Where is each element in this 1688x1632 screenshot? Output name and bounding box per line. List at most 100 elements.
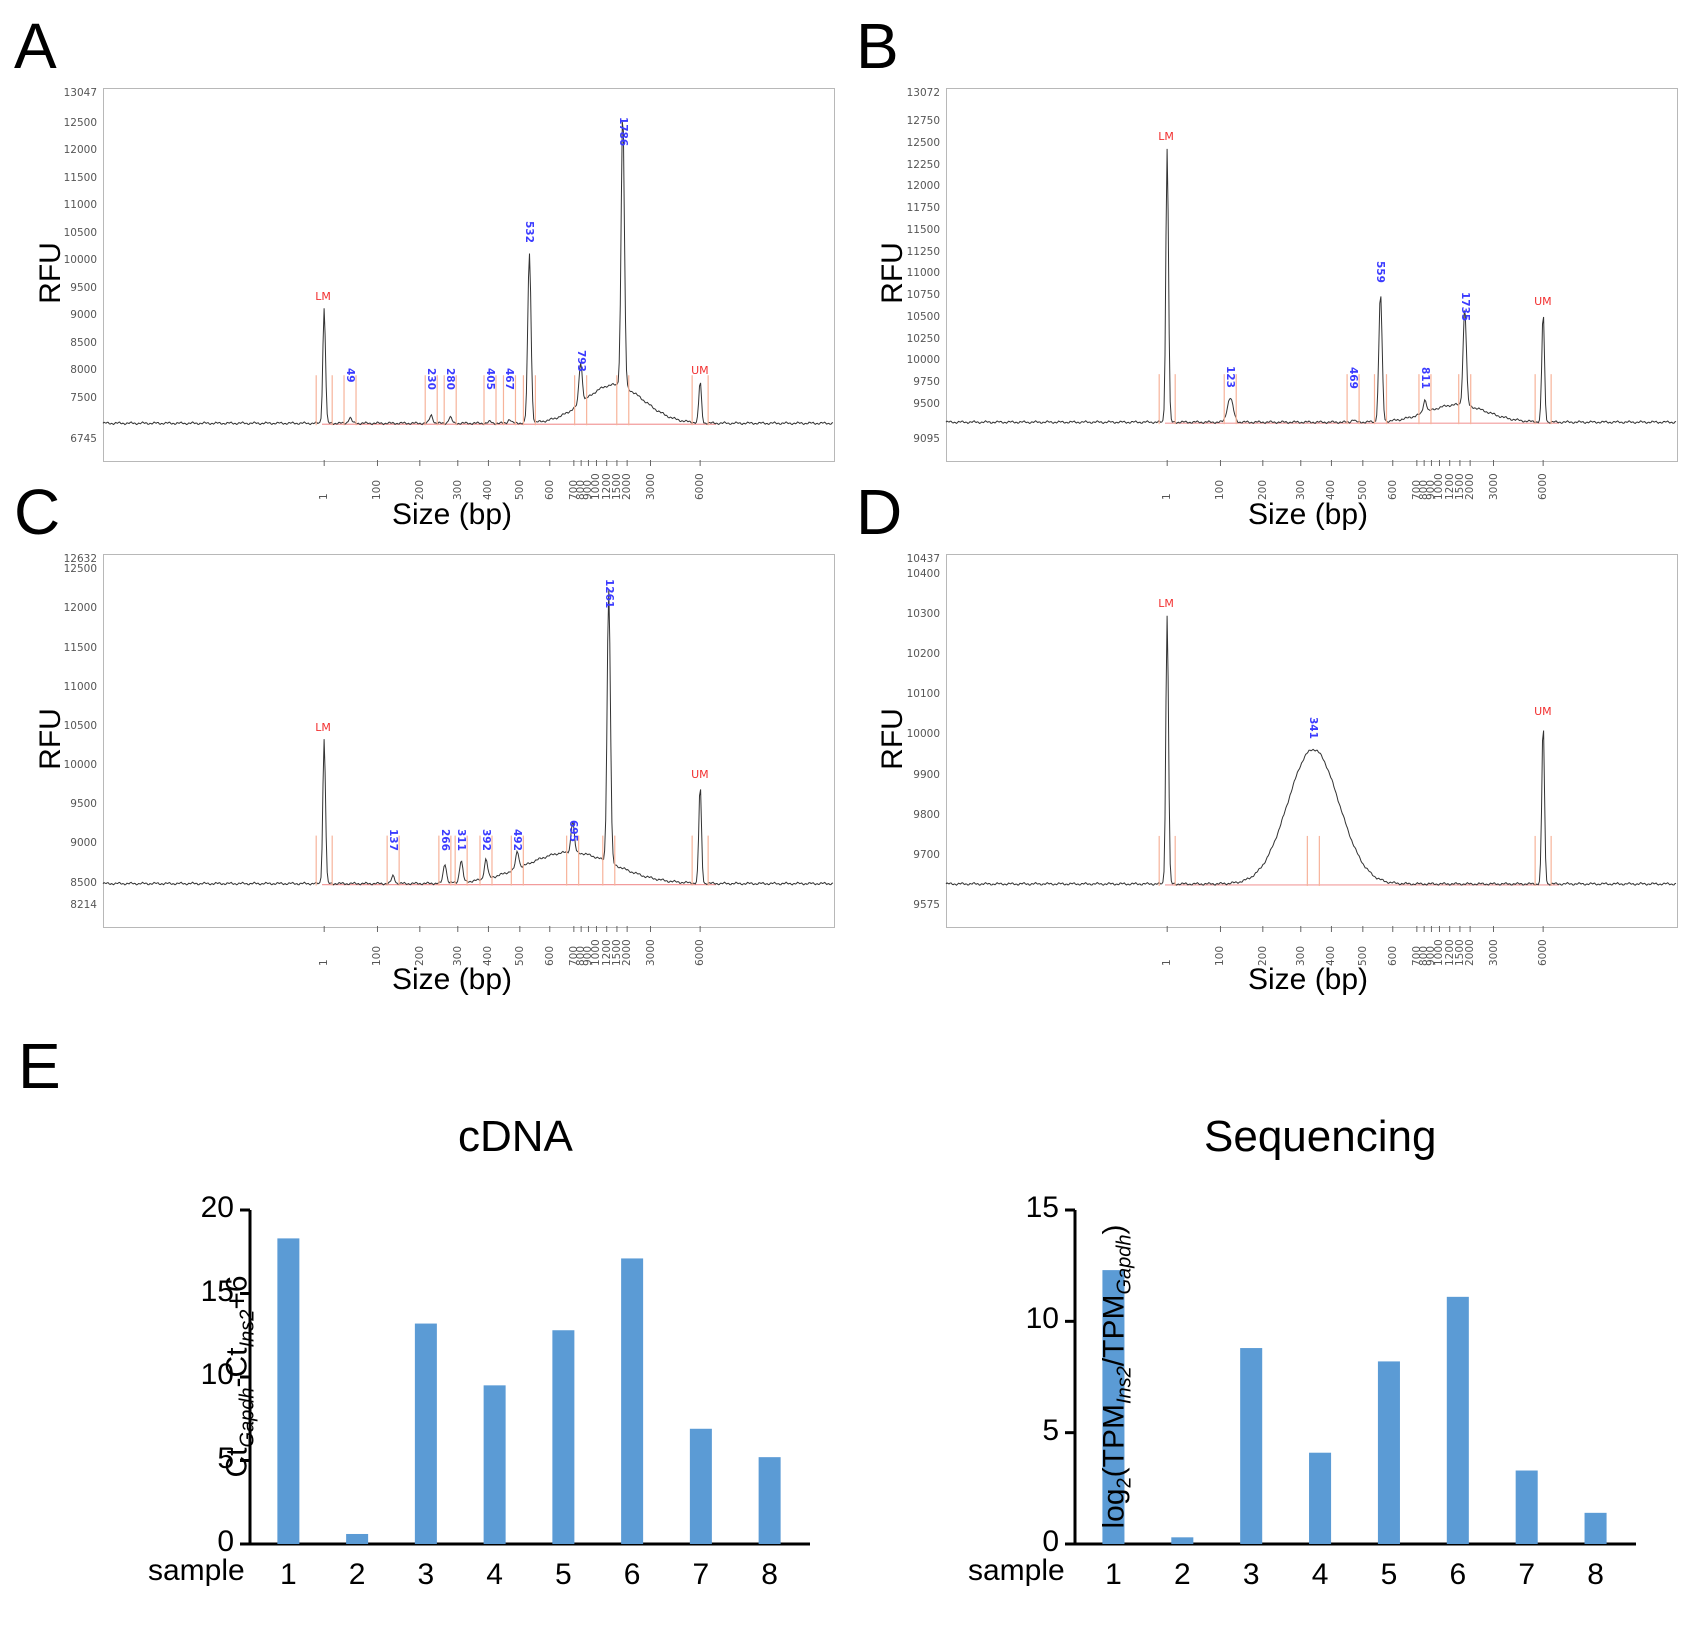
x-tick-label: 1 <box>280 1558 297 1591</box>
y-tick-label: 12500 <box>63 563 97 576</box>
y-tick-label: 10100 <box>906 688 940 701</box>
chart-title: cDNA <box>458 1112 573 1161</box>
y-axis-label-part: Gapdh <box>236 1387 259 1448</box>
peak-label: 492 <box>511 828 524 851</box>
bar-sample-6 <box>1446 1296 1469 1544</box>
x-tick-label: 6000 <box>1537 939 1550 966</box>
plot-frame <box>103 554 835 928</box>
x-tick-label: 3000 <box>1487 473 1500 500</box>
y-tick-label: 8000 <box>70 364 97 377</box>
x-tick-label: 300 <box>451 479 464 500</box>
x-axis-label: Size (bp) <box>1248 498 1369 531</box>
peak-label: 405 <box>484 368 496 391</box>
y-tick-label: 10300 <box>906 607 940 620</box>
y-tick-label: 9095 <box>913 433 940 445</box>
x-tick-label: 600 <box>543 945 556 966</box>
y-axis-label-part: (TPM <box>1097 1404 1131 1478</box>
x-tick-label: 4 <box>1311 1558 1329 1591</box>
y-tick-label: 13072 <box>906 87 940 99</box>
x-tick-label: 2 <box>1173 1558 1191 1591</box>
x-tick-label: 400 <box>482 945 495 966</box>
bar-sample-1 <box>277 1238 300 1544</box>
x-tick-label: 4 <box>486 1558 503 1591</box>
y-tick-label: 10 <box>1025 1302 1059 1336</box>
x-tick-label: 200 <box>1256 945 1269 966</box>
y-tick-label: 9800 <box>913 808 940 821</box>
y-axis-label-part: /TPM <box>1097 1294 1131 1367</box>
y-tick-label: 11250 <box>906 245 940 258</box>
y-tick-label: 10200 <box>906 648 940 661</box>
y-axis-label-part: log <box>1097 1488 1131 1529</box>
x-tick-label: 3000 <box>644 939 657 966</box>
panel-label-e: E <box>18 1030 61 1102</box>
peak-label: 137 <box>387 828 400 851</box>
panel-label-c: C <box>14 476 61 548</box>
y-tick-label: 10400 <box>906 567 940 580</box>
x-tick-label: 600 <box>1386 479 1399 500</box>
y-tick-label: 11000 <box>906 267 940 280</box>
y-tick-label: 8214 <box>70 899 97 911</box>
y-tick-label: 9750 <box>913 376 940 388</box>
x-tick-label: 7 <box>1518 1558 1536 1591</box>
y-tick-label: 9575 <box>913 899 940 911</box>
x-axis-label: sample <box>968 1554 1065 1587</box>
y-tick-label: 10500 <box>63 226 97 239</box>
bar-sample-2 <box>1171 1537 1194 1544</box>
x-tick-label: 400 <box>1325 945 1338 966</box>
plot-frame <box>946 554 1678 928</box>
bar-sample-6 <box>621 1258 644 1544</box>
y-tick-label: 9000 <box>70 837 97 850</box>
peak-label: 266 <box>438 828 451 851</box>
y-axis-label: CtGapdh-CtIns2+6 <box>220 1275 259 1477</box>
bar-sample-2 <box>346 1533 369 1544</box>
x-tick-label: 2000 <box>1464 473 1477 500</box>
x-tick-label: 300 <box>1294 945 1307 966</box>
y-tick-label: 10 <box>200 1358 234 1391</box>
bar-sample-7 <box>689 1428 712 1544</box>
marker-label-lm: LM <box>1158 130 1174 144</box>
y-tick-label: 0 <box>217 1525 234 1558</box>
x-tick-label: 600 <box>1386 945 1399 966</box>
y-tick-label: 12000 <box>906 180 940 193</box>
y-tick-label: 10500 <box>63 719 97 732</box>
y-tick-label: 0 <box>1042 1525 1059 1558</box>
chart-title: Sequencing <box>1204 1112 1437 1161</box>
peak-label: 695 <box>566 820 579 843</box>
marker-label-um: UM <box>691 767 709 781</box>
x-tick-label: 100 <box>1214 945 1227 966</box>
y-tick-label: 12632 <box>63 553 97 565</box>
peak-label: 280 <box>444 368 457 391</box>
y-tick-label: 7500 <box>70 391 97 404</box>
peak-label: 559 <box>1374 261 1387 284</box>
y-tick-label: 15 <box>200 1274 234 1308</box>
y-tick-label: 12500 <box>906 136 940 149</box>
x-tick-label: 2000 <box>1464 939 1477 966</box>
y-tick-label: 10437 <box>906 553 940 565</box>
y-axis-label: log2(TPMIns2/TPMGapdh) <box>1097 1224 1136 1528</box>
y-tick-label: 6745 <box>70 433 97 445</box>
x-axis-label: Size (bp) <box>1248 963 1369 996</box>
marker-label-lm: LM <box>315 720 331 734</box>
peak-label: 469 <box>1347 367 1360 390</box>
y-tick-label: 12250 <box>906 158 940 171</box>
x-tick-label: 500 <box>1356 479 1369 500</box>
x-tick-label: 7 <box>692 1558 710 1591</box>
y-tick-label: 11750 <box>906 202 940 214</box>
y-axis-label-part: ) <box>1097 1224 1131 1235</box>
marker-label-um: UM <box>1534 294 1552 308</box>
y-tick-label: 10250 <box>906 332 940 345</box>
y-tick-label: 9900 <box>913 768 940 781</box>
x-tick-label: 200 <box>413 479 426 500</box>
y-tick-label: 13047 <box>63 87 97 99</box>
y-tick-label: 5 <box>217 1441 234 1475</box>
x-tick-label: 600 <box>543 479 556 500</box>
x-tick-label: 5 <box>1380 1558 1398 1591</box>
y-tick-label: 11000 <box>63 680 97 693</box>
x-tick-label: 8 <box>1587 1558 1604 1591</box>
x-tick-label: 300 <box>451 945 464 966</box>
bar-sample-8 <box>1584 1512 1607 1544</box>
y-axis-label-part: -Ct <box>220 1347 254 1388</box>
x-tick-label: 6000 <box>694 939 707 966</box>
panel-label-a: A <box>14 10 57 82</box>
y-tick-label: 9500 <box>70 798 97 811</box>
